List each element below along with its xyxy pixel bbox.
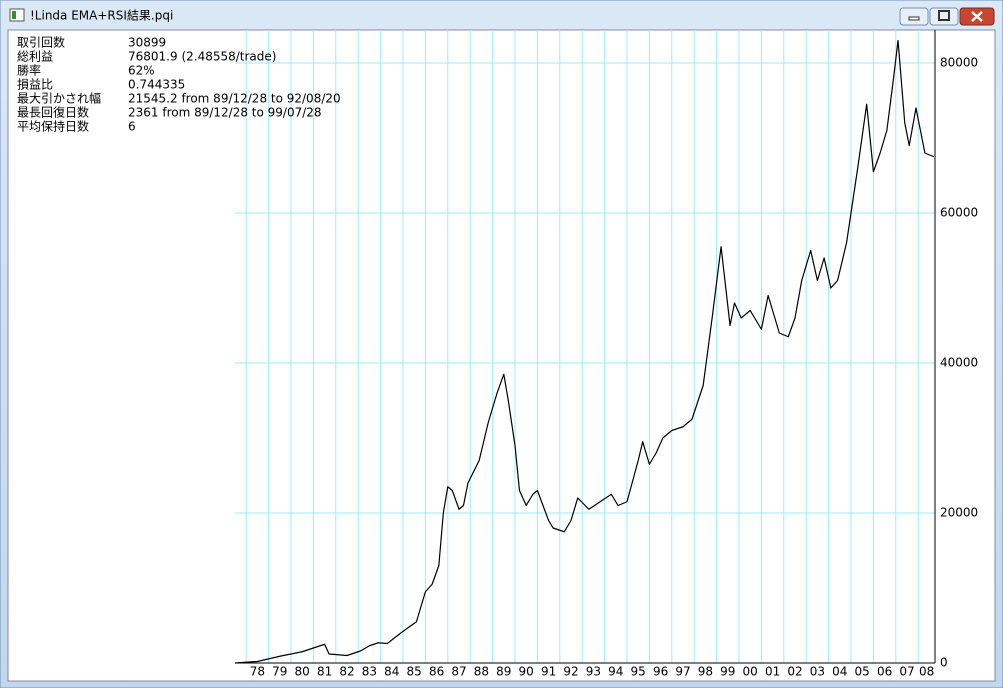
stat-value: 76801.9 (2.48558/trade) [128,50,276,64]
stat-label: 平均保持日数 [17,119,89,134]
stat-label: 損益比 [17,77,53,92]
x-tick-label: 87 [451,665,466,679]
x-tick-label: 05 [855,665,870,679]
window-icon-mark [12,11,16,19]
x-tick-label: 86 [429,665,444,679]
x-tick-label: 98 [698,665,713,679]
stat-label: 勝率 [17,63,41,78]
x-tick-label: 96 [653,665,668,679]
y-tick-label: 80000 [940,56,978,70]
maximize-button[interactable] [929,7,959,26]
x-tick-label: 04 [832,665,847,679]
stat-value: 6 [128,120,136,134]
x-tick-label: 90 [519,665,534,679]
x-tick-label: 88 [474,665,489,679]
stat-label: 取引回数 [17,35,65,50]
x-tick-label: 84 [384,665,399,679]
x-tick-label: 94 [608,665,623,679]
x-tick-label: 01 [765,665,780,679]
plot [234,39,935,664]
window-title: !Linda EMA+RSI結果.pqi [30,9,173,23]
stat-label: 最長回復日数 [17,105,89,120]
grid: 78 79 80 81 82 83 84 85 86 87 88 89 90 91 92 93 94 95 96 97… [235,30,978,679]
x-tick-label: 00 [743,665,758,679]
x-tick-label: 83 [362,665,377,679]
stat-value: 2361 from 89/12/28 to 99/07/28 [128,106,322,120]
y-tick-label: 60000 [940,206,978,220]
x-tick-label: 07 [899,665,914,679]
x-tick-label: 91 [541,665,556,679]
stat-value: 62% [128,64,155,78]
x-tick-label: 03 [810,665,825,679]
x-tick-label: 92 [563,665,578,679]
close-button[interactable] [959,7,995,26]
stat-value: 30899 [128,36,166,50]
x-tick-label: 79 [272,665,287,679]
stat-label: 最大引かされ幅 [17,91,101,106]
x-tick-label: 89 [496,665,511,679]
x-tick-label: 02 [787,665,802,679]
x-tick-label: 95 [631,665,646,679]
x-tick-label: 97 [675,665,690,679]
y-tick-label: 40000 [940,356,978,370]
x-tick-label: 81 [317,665,332,679]
x-tick-label: 82 [339,665,354,679]
stat-value: 0.744335 [128,78,185,92]
x-tick-label: 78 [250,665,265,679]
stats-panel: 取引回数 30899 総利益 76801.9 (2.48558/trade) 勝率 62%… [17,35,341,134]
client-area [7,29,996,682]
stat-value: 21545.2 from 89/12/28 to 92/08/20 [128,92,341,106]
x-tick-label: 93 [586,665,601,679]
x-tick-label: 85 [407,665,422,679]
stat-label: 総利益 [17,50,53,64]
y-tick-label: 0 [940,656,948,670]
x-tick-label: 08 [919,665,934,679]
x-tick-label: 06 [877,665,892,679]
x-tick-label: 99 [720,665,735,679]
minimize-button[interactable] [899,7,929,26]
y-tick-label: 20000 [940,506,978,520]
equity-line [234,39,935,664]
x-tick-label: 80 [295,665,310,679]
